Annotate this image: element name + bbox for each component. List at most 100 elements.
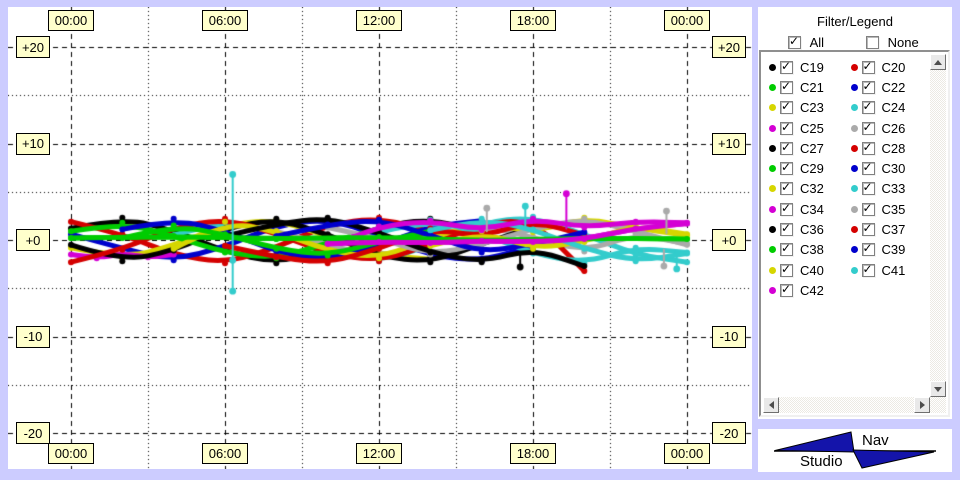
series-label: C29 <box>800 161 824 177</box>
legend-item-C30: ✓ C30 <box>845 160 927 176</box>
horizontal-scroll-track[interactable] <box>779 397 914 413</box>
y-axis-label-right: +10 <box>712 132 746 155</box>
series-label: C35 <box>881 201 906 217</box>
y-axis-label-right: -10 <box>712 325 746 348</box>
scroll-left-button[interactable] <box>763 397 779 413</box>
series-color-dot <box>850 165 858 173</box>
legend-item-C27: ✓ C27 <box>763 139 845 156</box>
x-axis-label-bottom: 00:00 <box>48 443 94 464</box>
legend-item-C20: ✓ C20 <box>845 58 927 75</box>
series-color-dot <box>769 286 776 294</box>
legend-item-C34: ✓ C34 <box>763 200 845 217</box>
legend-title: Filter/Legend <box>817 14 893 29</box>
series-label: C40 <box>800 262 824 278</box>
series-label: C24 <box>881 100 906 116</box>
scroll-down-button[interactable] <box>930 381 946 397</box>
logo-lower-triangle <box>852 449 935 469</box>
series-color-dot <box>850 226 858 234</box>
filter-all[interactable]: ✓ All <box>788 34 824 50</box>
legend-checkbox-C42[interactable]: ✓ <box>780 281 793 297</box>
arrow-down-icon <box>934 386 942 392</box>
legend-item-C25: ✓ C25 <box>763 119 845 136</box>
legend-checkbox-C19[interactable]: ✓ <box>780 58 793 74</box>
legend-checkbox-C26[interactable]: ✓ <box>861 119 875 135</box>
series-color-dot <box>769 104 776 112</box>
legend-checkbox-C30[interactable]: ✓ <box>861 160 875 176</box>
series-color-dot <box>769 185 776 193</box>
legend-item-C26: ✓ C26 <box>845 119 927 136</box>
scroll-up-button[interactable] <box>930 54 946 70</box>
legend-item-C38: ✓ C38 <box>763 241 845 257</box>
legend-item-C39: ✓ C39 <box>845 241 927 258</box>
series-color-dot <box>769 83 776 91</box>
x-axis-label-bottom: 00:00 <box>664 443 710 464</box>
nav-studio-logo-panel: Nav Studio <box>758 429 952 472</box>
series-color-dot <box>850 266 858 274</box>
series-color-dot <box>850 185 858 193</box>
time-series-plot <box>8 7 752 469</box>
legend-checkbox-C20[interactable]: ✓ <box>861 58 875 74</box>
legend-item-C35: ✓ C35 <box>845 200 927 217</box>
legend-item-C37: ✓ C37 <box>845 221 927 237</box>
series-color-dot <box>850 104 858 112</box>
legend-checkbox-C23[interactable]: ✓ <box>780 99 793 115</box>
legend-checkbox-C27[interactable]: ✓ <box>780 139 793 155</box>
none-checkbox[interactable]: ✓ <box>866 36 879 50</box>
chart-panel: 00:00 00:00 06:00 06:00 12:00 12:00 18:00 18:00… <box>8 7 752 469</box>
legend-checkbox-C25[interactable]: ✓ <box>780 119 793 135</box>
x-axis-label-top: 06:00 <box>202 10 248 31</box>
x-axis-label-top: 12:00 <box>356 10 402 31</box>
legend-checkbox-C22[interactable]: ✓ <box>861 78 875 94</box>
scroll-right-button[interactable] <box>914 397 930 413</box>
legend-checkbox-C36[interactable]: ✓ <box>780 221 793 237</box>
x-axis-label-top: 00:00 <box>48 10 94 31</box>
y-axis-label-left: -10 <box>16 325 50 348</box>
series-label: C39 <box>881 242 906 258</box>
series-label: C19 <box>800 59 824 75</box>
legend-checkbox-C28[interactable]: ✓ <box>861 139 875 155</box>
vertical-scroll-track[interactable] <box>930 70 946 381</box>
legend-checkbox-C34[interactable]: ✓ <box>780 200 793 216</box>
all-checkbox[interactable]: ✓ <box>788 34 801 50</box>
legend-item-C24: ✓ C24 <box>845 99 927 116</box>
series-color-dot <box>769 246 776 254</box>
legend-checkbox-C29[interactable]: ✓ <box>780 160 793 176</box>
legend-item-C36: ✓ C36 <box>763 221 845 237</box>
x-axis-label-bottom: 12:00 <box>356 443 402 464</box>
legend-checkbox-C37[interactable]: ✓ <box>861 221 875 237</box>
legend-checkbox-C33[interactable]: ✓ <box>861 180 875 196</box>
series-label: C34 <box>800 201 824 217</box>
legend-checkbox-C24[interactable]: ✓ <box>861 99 875 115</box>
legend-vertical-scrollbar[interactable] <box>930 54 946 397</box>
x-axis-label-top: 18:00 <box>510 10 556 31</box>
series-color-dot <box>850 83 858 91</box>
legend-checkbox-C40[interactable]: ✓ <box>780 261 793 277</box>
legend-checkbox-C39[interactable]: ✓ <box>861 241 875 257</box>
legend-horizontal-scrollbar[interactable] <box>763 397 930 413</box>
legend-item-C32: ✓ C32 <box>763 180 845 197</box>
arrow-left-icon <box>768 401 774 409</box>
legend-item-C29: ✓ C29 <box>763 160 845 177</box>
y-axis-label-left: -20 <box>16 422 50 444</box>
series-color-dot <box>850 124 858 132</box>
series-color-dot <box>769 205 776 213</box>
series-color-dot <box>769 124 776 132</box>
legend-checkbox-C41[interactable]: ✓ <box>861 261 875 277</box>
series-color-dot <box>850 246 858 254</box>
series-label: C22 <box>881 79 906 95</box>
series-label: C23 <box>800 100 824 116</box>
nav-studio-logo: Nav Studio <box>774 431 936 470</box>
filter-none[interactable]: ✓ None <box>866 34 919 50</box>
series-label: C32 <box>800 181 824 197</box>
none-checkbox-label: None <box>887 35 919 51</box>
legend-checkbox-C35[interactable]: ✓ <box>861 200 875 216</box>
legend-item-C21: ✓ C21 <box>763 78 845 95</box>
legend-checkbox-C21[interactable]: ✓ <box>780 78 793 94</box>
legend-checkbox-C38[interactable]: ✓ <box>780 241 793 257</box>
y-axis-label-right: -20 <box>712 422 746 444</box>
arrow-right-icon <box>919 401 925 409</box>
series-label: C25 <box>800 120 824 136</box>
series-label: C20 <box>881 59 906 75</box>
legend-checkbox-C32[interactable]: ✓ <box>780 180 793 196</box>
legend-item-C22: ✓ C22 <box>845 78 927 95</box>
